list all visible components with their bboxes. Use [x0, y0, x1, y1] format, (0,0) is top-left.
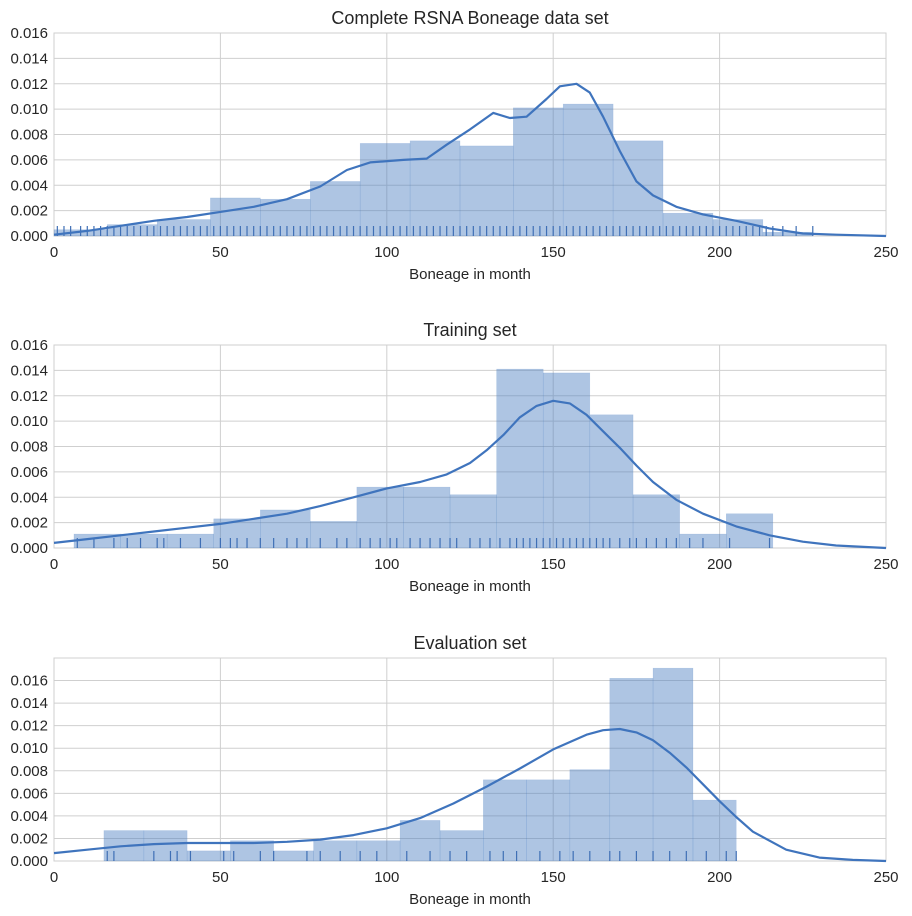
x-tick-label: 250	[873, 556, 898, 573]
histogram-bar	[210, 197, 261, 237]
histogram-bar	[526, 779, 571, 862]
histogram-bar	[496, 368, 544, 549]
kde-curve	[53, 82, 887, 238]
y-tick-label: 0.012	[10, 388, 48, 405]
y-tick-label: 0.010	[10, 101, 48, 118]
x-tick-label: 150	[541, 869, 566, 886]
histogram-bar	[439, 830, 484, 862]
y-tick-label: 0.012	[10, 76, 48, 93]
histogram-bar	[399, 820, 441, 862]
histogram-bar	[230, 840, 274, 862]
x-tick-label: 100	[374, 556, 399, 573]
chart-panel-3: 0 50 100 150 200 250 0.000 0.002 0.004 0.006 0.008…	[10, 633, 898, 908]
x-tick-label: 200	[707, 556, 732, 573]
chart-title: Training set	[423, 320, 516, 340]
x-tick-label: 0	[50, 869, 58, 886]
histogram-bar	[166, 533, 214, 549]
histogram-bar	[409, 140, 461, 237]
histogram-bar	[483, 779, 527, 862]
histogram-bar	[403, 486, 451, 549]
histogram-bar	[260, 198, 311, 237]
y-tick-label: 0.012	[10, 718, 48, 735]
histogram-bar	[186, 850, 231, 862]
y-tick-label: 0.014	[10, 695, 48, 712]
histogram-bar	[652, 667, 694, 862]
y-tick-label: 0.006	[10, 785, 48, 802]
y-tick-label: 0.000	[10, 853, 48, 870]
y-tick-label: 0.000	[10, 540, 48, 557]
histogram-bar	[120, 533, 168, 549]
y-tick-label: 0.014	[10, 362, 48, 379]
histogram-bar	[569, 769, 611, 862]
y-tick-label: 0.008	[10, 127, 48, 144]
histogram-bar	[356, 486, 404, 549]
histogram-bar	[143, 830, 188, 862]
histogram-bar	[359, 143, 411, 237]
x-tick-label: 250	[873, 244, 898, 261]
y-tick-label: 0.000	[10, 228, 48, 245]
x-tick-label: 50	[212, 244, 229, 261]
kde-curve	[53, 399, 887, 550]
histogram-bar	[589, 414, 634, 549]
y-tick-label: 0.014	[10, 50, 48, 67]
histogram-bar	[612, 140, 664, 237]
y-tick-label: 0.004	[10, 489, 48, 506]
x-tick-label: 100	[374, 244, 399, 261]
x-tick-label: 250	[873, 869, 898, 886]
kde-curve	[53, 727, 887, 863]
y-tick-label: 0.016	[10, 337, 48, 354]
histogram-bar	[513, 107, 564, 237]
x-tick-label: 50	[212, 556, 229, 573]
x-tick-label: 100	[374, 869, 399, 886]
x-tick-label: 0	[50, 244, 58, 261]
y-tick-label: 0.002	[10, 515, 48, 532]
histogram-bar	[609, 678, 654, 862]
y-tick-label: 0.010	[10, 740, 48, 757]
histogram-bar	[310, 521, 358, 549]
y-tick-label: 0.004	[10, 177, 48, 194]
x-tick-label: 200	[707, 244, 732, 261]
x-tick-label: 50	[212, 869, 229, 886]
chart-panel-2: 0 50 100 150 200 250 0.000 0.002 0.004 0.006 0.008…	[10, 320, 898, 595]
y-tick-label: 0.004	[10, 808, 48, 825]
histogram-bar	[662, 212, 714, 237]
y-tick-label: 0.016	[10, 25, 48, 42]
histogram-bar	[692, 799, 737, 862]
x-axis-label: Boneage in month	[409, 578, 531, 595]
histogram-bar	[562, 103, 614, 237]
x-tick-label: 150	[541, 556, 566, 573]
histogram-bar	[313, 840, 358, 862]
y-tick-label: 0.010	[10, 413, 48, 430]
x-tick-label: 200	[707, 869, 732, 886]
chart-title: Complete RSNA Boneage data set	[331, 8, 608, 28]
y-tick-label: 0.002	[10, 830, 48, 847]
y-tick-label: 0.006	[10, 152, 48, 169]
histogram-bar	[156, 219, 211, 237]
histogram-bar	[542, 372, 591, 549]
y-tick-label: 0.016	[10, 673, 48, 690]
histogram-bar	[449, 494, 497, 549]
histogram-bar	[310, 181, 361, 237]
histogram-bar	[273, 850, 314, 862]
x-axis-label: Boneage in month	[409, 266, 531, 283]
y-tick-label: 0.006	[10, 464, 48, 481]
x-tick-label: 0	[50, 556, 58, 573]
y-tick-label: 0.002	[10, 203, 48, 220]
x-axis-label: Boneage in month	[409, 891, 531, 908]
y-tick-label: 0.008	[10, 439, 48, 456]
chart-title: Evaluation set	[413, 633, 526, 653]
y-tick-label: 0.008	[10, 763, 48, 780]
chart-panel-1: 0 50 100 150 200 250 0.000 0.002 0.004 0.006 0.008…	[10, 8, 898, 283]
histogram-bar	[356, 840, 401, 862]
x-tick-label: 150	[541, 244, 566, 261]
histogram-bar	[459, 145, 514, 237]
